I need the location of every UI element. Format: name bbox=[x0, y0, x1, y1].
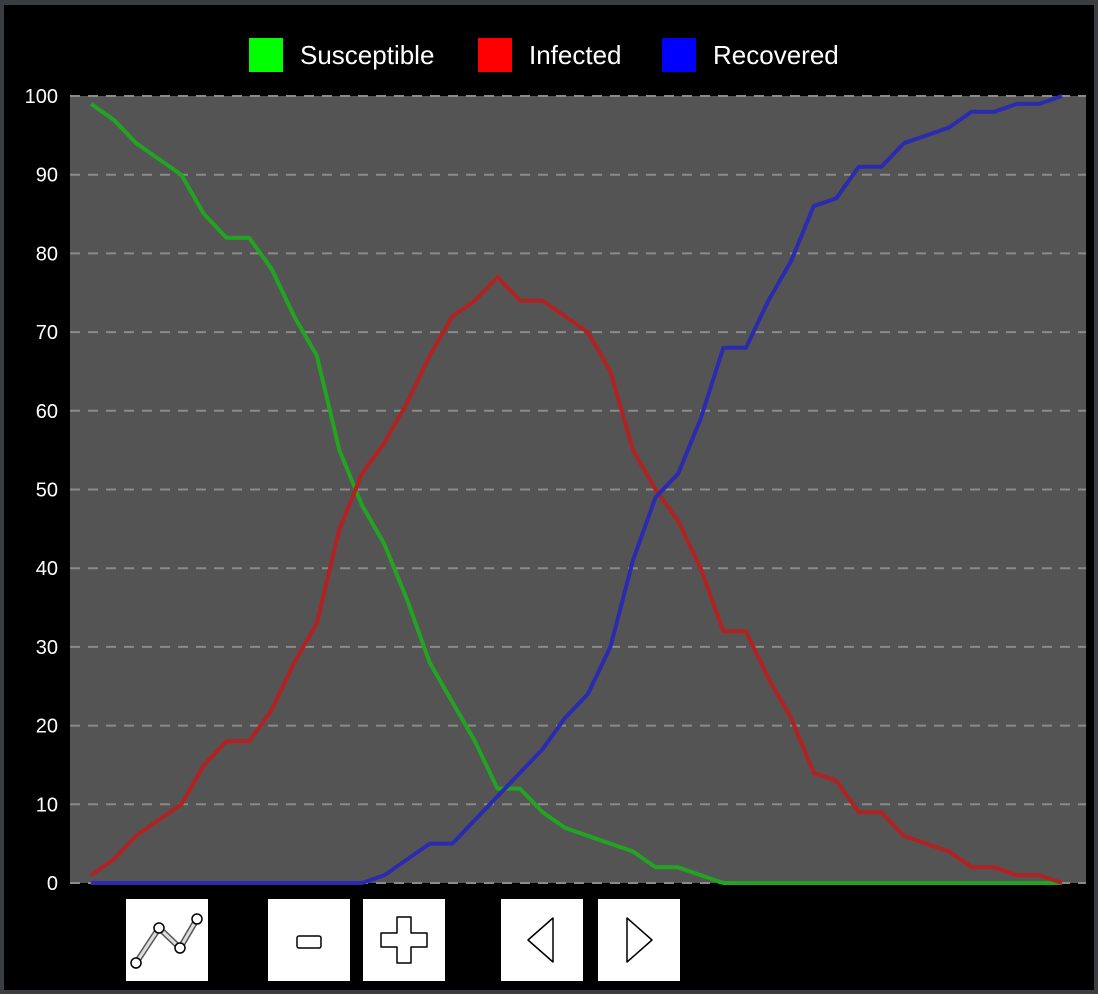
legend: Susceptible Infected Recovered bbox=[249, 38, 839, 72]
y-tick-label: 100 bbox=[25, 86, 58, 108]
zoom-out-button[interactable] bbox=[268, 899, 350, 981]
y-tick-label: 30 bbox=[36, 637, 58, 659]
y-tick-label: 10 bbox=[36, 794, 58, 816]
plus-icon bbox=[380, 916, 428, 964]
series-lines bbox=[89, 94, 1063, 885]
legend-swatch bbox=[249, 38, 283, 72]
legend-swatch bbox=[662, 38, 696, 72]
chart-window: 0 10 20 30 40 50 60 70 80 90 100 Susceptible Infect… bbox=[4, 5, 1094, 990]
legend-swatch bbox=[478, 38, 512, 72]
gridlines bbox=[70, 95, 1086, 884]
y-tick-label: 40 bbox=[36, 558, 58, 580]
series-line-recovered bbox=[91, 94, 1063, 885]
y-tick-label: 90 bbox=[36, 165, 58, 187]
y-tick-label: 50 bbox=[36, 480, 58, 502]
line-chart-button[interactable] bbox=[126, 899, 208, 981]
legend-item-recovered: Recovered bbox=[662, 38, 839, 72]
sir-line-chart: 0 10 20 30 40 50 60 70 80 90 100 Susceptible Infect… bbox=[25, 38, 1086, 895]
triangle-left-icon bbox=[527, 917, 554, 963]
zoom-in-button[interactable] bbox=[363, 899, 445, 981]
minus-icon bbox=[296, 935, 322, 949]
legend-label: Infected bbox=[529, 40, 622, 70]
next-button[interactable] bbox=[598, 899, 680, 981]
y-tick-label: 70 bbox=[36, 322, 58, 344]
legend-item-susceptible: Susceptible bbox=[249, 38, 434, 72]
line-chart-icon bbox=[130, 913, 203, 969]
y-tick-label: 60 bbox=[36, 401, 58, 423]
y-axis: 0 10 20 30 40 50 60 70 80 90 100 bbox=[25, 86, 58, 895]
y-tick-label: 20 bbox=[36, 716, 58, 738]
legend-item-infected: Infected bbox=[478, 38, 622, 72]
y-tick-label: 80 bbox=[36, 243, 58, 265]
series-line-susceptible bbox=[89, 102, 1062, 885]
legend-label: Susceptible bbox=[300, 40, 434, 70]
legend-label: Recovered bbox=[713, 40, 839, 70]
previous-button[interactable] bbox=[501, 899, 583, 981]
series-line-infected bbox=[89, 275, 1063, 885]
triangle-right-icon bbox=[626, 917, 653, 963]
y-tick-label: 0 bbox=[47, 873, 58, 895]
